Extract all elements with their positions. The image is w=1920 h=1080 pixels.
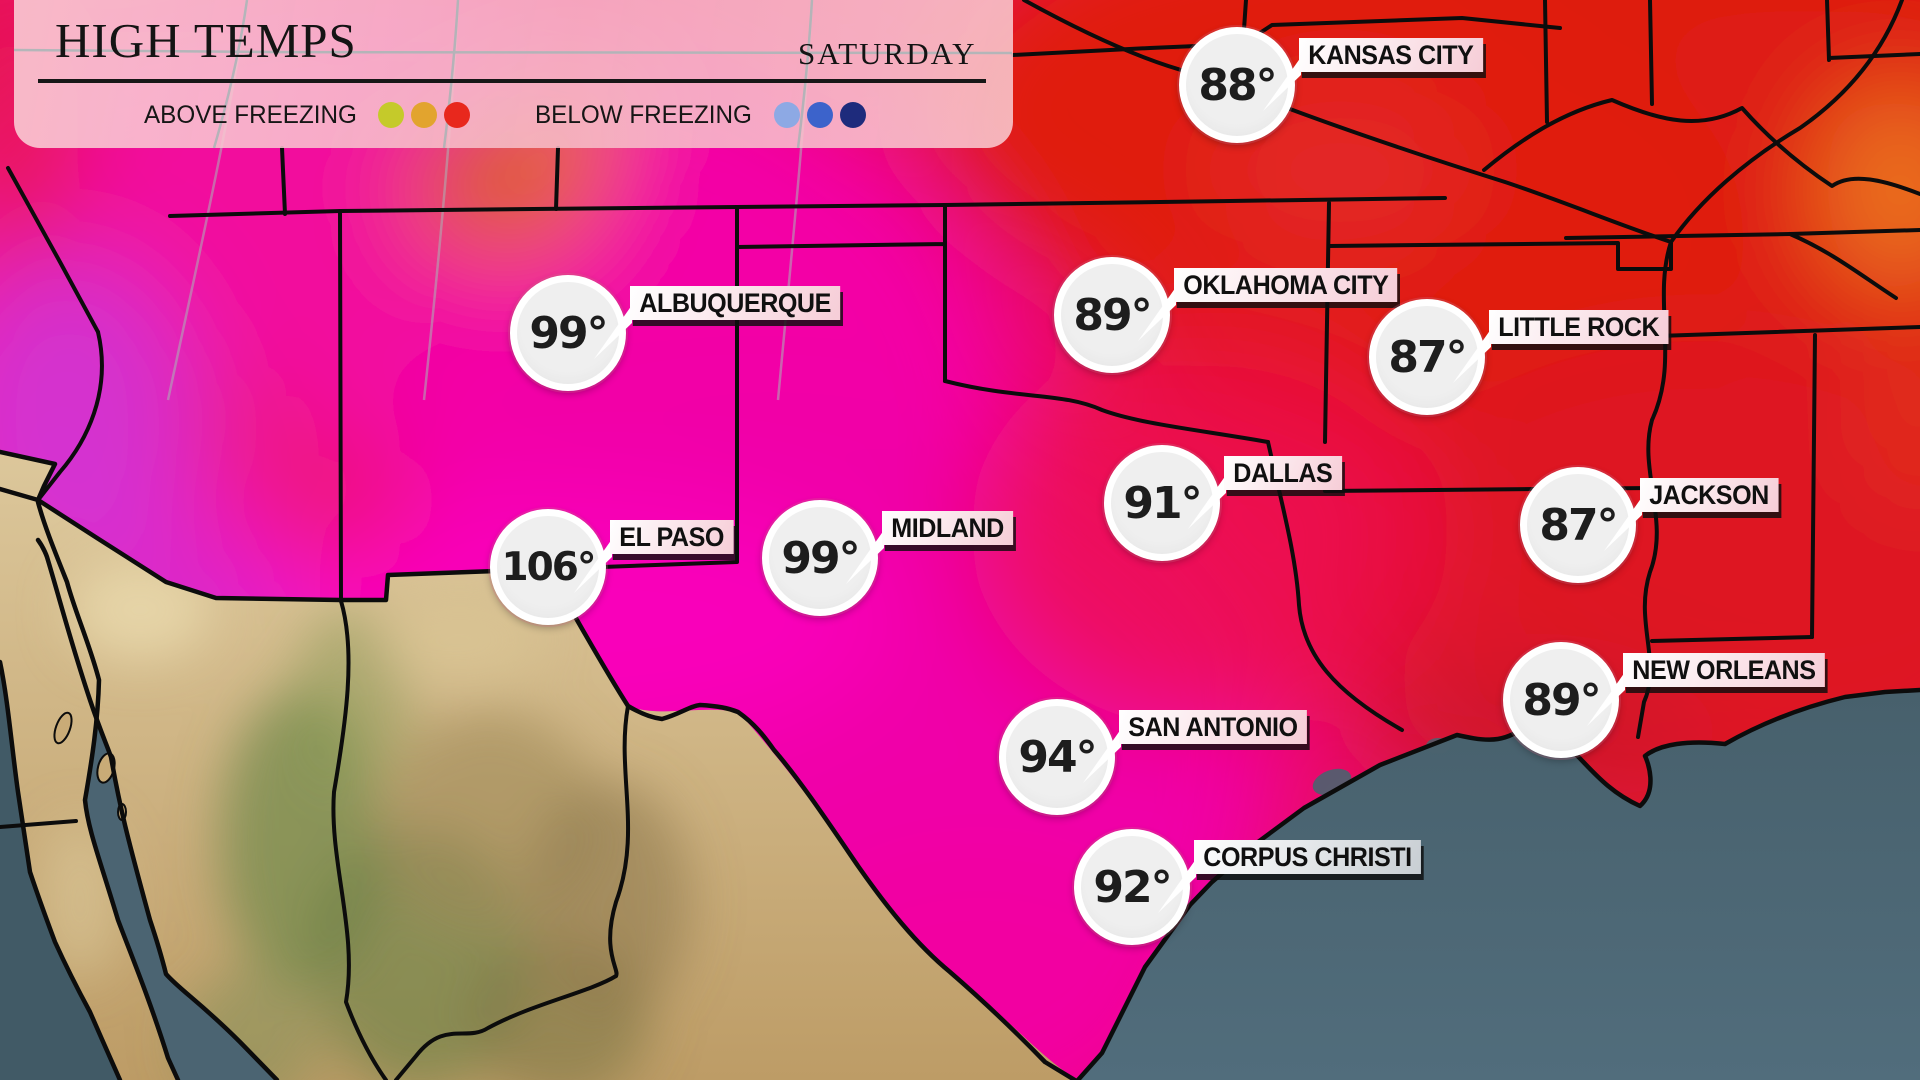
temperature-circle: 94° <box>999 699 1115 815</box>
city-label: CORPUS CHRISTI <box>1194 840 1421 874</box>
page-title: HIGH TEMPS <box>55 13 357 68</box>
city-label: OKLAHOMA CITY <box>1174 268 1398 302</box>
temperature-value: 99° <box>781 532 860 584</box>
legend-below-freezing: BELOW FREEZING <box>535 101 866 129</box>
temperature-value: 87° <box>1388 331 1467 383</box>
temperature-value: 87° <box>1539 499 1618 551</box>
temperature-value: 89° <box>1522 674 1601 726</box>
legend-dot-icon <box>806 102 833 128</box>
city-label: KANSAS CITY <box>1299 38 1483 72</box>
label-pointer-icon <box>1587 672 1625 726</box>
city-label: JACKSON <box>1640 478 1779 512</box>
temperature-value: 94° <box>1018 731 1097 783</box>
label-pointer-icon <box>846 530 884 584</box>
label-pointer-icon <box>1188 475 1226 529</box>
temperature-value: 92° <box>1093 861 1172 913</box>
coastlines-and-national-border <box>0 449 1920 1080</box>
temperature-value: 106° <box>501 544 597 590</box>
temperature-value: 99° <box>529 307 608 359</box>
legend-below-dots <box>773 102 866 128</box>
gulf-of-california <box>38 502 277 1080</box>
label-pointer-icon <box>1083 729 1121 783</box>
label-pointer-icon <box>1604 497 1642 551</box>
temperature-circle: 89° <box>1503 642 1619 758</box>
day-label: SATURDAY <box>798 36 977 71</box>
legend-below-label: BELOW FREEZING <box>535 100 752 129</box>
city-label: DALLAS <box>1224 456 1342 490</box>
label-pointer-icon <box>1263 57 1301 111</box>
legend-dot-icon <box>839 102 866 128</box>
temperature-value: 89° <box>1073 289 1152 341</box>
temperature-circle: 89° <box>1054 257 1170 373</box>
legend-dot-icon <box>444 102 471 128</box>
label-pointer-icon <box>1158 859 1196 913</box>
city-label: NEW ORLEANS <box>1623 653 1825 687</box>
temperature-circle: 91° <box>1104 445 1220 561</box>
temperature-circle: 99° <box>762 500 878 616</box>
city-label: LITTLE ROCK <box>1489 310 1669 344</box>
label-pointer-icon <box>1138 287 1176 341</box>
label-pointer-icon <box>1453 329 1491 383</box>
legend-dot-icon <box>411 102 438 128</box>
temperature-value: 91° <box>1123 477 1202 529</box>
temperature-circle: 87° <box>1369 299 1485 415</box>
legend-above-dots <box>378 102 471 128</box>
legend-dot-icon <box>378 102 405 128</box>
legend-above-freezing: ABOVE FREEZING <box>144 100 471 129</box>
temperature-circle: 99° <box>510 275 626 391</box>
pacific-ocean <box>0 502 277 1080</box>
legend-above-label: ABOVE FREEZING <box>144 100 357 129</box>
city-label: SAN ANTONIO <box>1119 710 1307 744</box>
temperature-value: 88° <box>1198 59 1277 111</box>
temperature-circle: 88° <box>1179 27 1295 143</box>
temperature-circle: 106° <box>490 509 606 625</box>
city-label: EL PASO <box>610 520 734 554</box>
label-pointer-icon <box>574 539 612 593</box>
header-graticule-lines <box>14 0 1013 148</box>
header-panel: HIGH TEMPS SATURDAY ABOVE FREEZING BELOW… <box>14 0 1013 148</box>
temperature-circle: 92° <box>1074 829 1190 945</box>
title-underline <box>38 79 986 83</box>
legend-dot-icon <box>773 102 800 128</box>
temperature-circle: 87° <box>1520 467 1636 583</box>
city-label: MIDLAND <box>882 511 1014 545</box>
city-label: ALBUQUERQUE <box>630 286 841 320</box>
label-pointer-icon <box>594 305 632 359</box>
